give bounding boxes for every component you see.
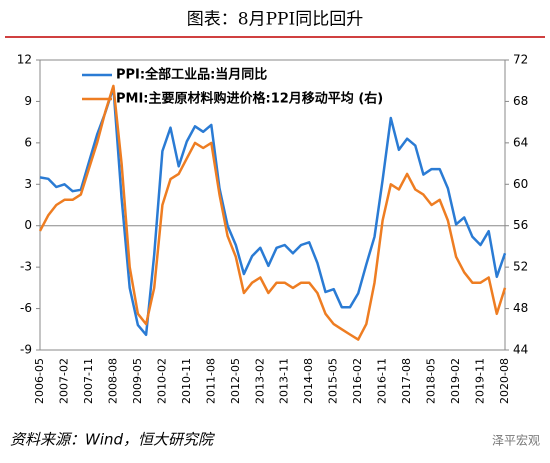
x-tick-label: 2019-02: [449, 358, 462, 404]
y2-tick-label: 48: [513, 301, 528, 315]
source: 资料来源：Wind，恒大研究院: [10, 431, 215, 449]
x-tick-label: 2019-11: [474, 358, 487, 404]
x-tick-label: 2015-05: [327, 358, 340, 404]
chart-title: 图表：8月PPI同比回升: [187, 10, 363, 30]
x-tick-label: 2011-08: [204, 358, 217, 404]
watermark: 泽平宏观: [492, 433, 540, 448]
x-tick-label: 2013-11: [278, 358, 291, 404]
x-tick-label: 2020-08: [498, 358, 511, 404]
series-line: [39, 86, 507, 337]
x-tick-label: 2007-02: [57, 358, 70, 404]
x-tick-label: 2014-08: [302, 358, 315, 404]
y2-tick-label: 64: [513, 135, 528, 149]
x-tick-label: 2016-02: [351, 358, 364, 404]
series-line: [38, 84, 507, 341]
x-tick-label: 2016-11: [376, 358, 389, 404]
y2-tick-label: 60: [513, 177, 528, 191]
y2-tick-label: 44: [513, 343, 528, 357]
y2-tick-label: 56: [513, 218, 528, 232]
y-tick-label: -9: [20, 343, 32, 357]
y2-tick-label: 72: [513, 53, 528, 67]
y-tick-label: 12: [17, 53, 32, 67]
y-tick-label: 9: [24, 94, 32, 108]
y-tick-label: -3: [20, 260, 32, 274]
x-tick-label: 2007-11: [82, 358, 95, 404]
x-tick-label: 2009-05: [131, 358, 144, 404]
legend-label: PMI:主要原材料购进价格:12月移动平均 (右): [116, 91, 383, 107]
plot-frame: [39, 59, 506, 351]
y2-tick-label: 52: [513, 260, 528, 274]
x-tick-label: 2018-05: [425, 358, 438, 404]
x-tick-label: 2008-08: [106, 358, 119, 404]
legend-label: PPI:全部工业品:当月同比: [116, 67, 267, 83]
y2-tick-label: 68: [513, 94, 528, 108]
x-tick-label: 2006-05: [33, 358, 46, 404]
x-tick-label: 2017-08: [400, 358, 413, 404]
y-tick-label: 0: [24, 218, 32, 232]
x-tick-label: 2013-02: [253, 358, 266, 404]
x-tick-label: 2010-11: [180, 358, 193, 404]
y-tick-label: 6: [24, 135, 32, 149]
y-tick-label: -6: [20, 301, 32, 315]
x-tick-label: 2010-02: [155, 358, 168, 404]
x-tick-label: 2012-05: [229, 358, 242, 404]
y-tick-label: 3: [24, 177, 32, 191]
